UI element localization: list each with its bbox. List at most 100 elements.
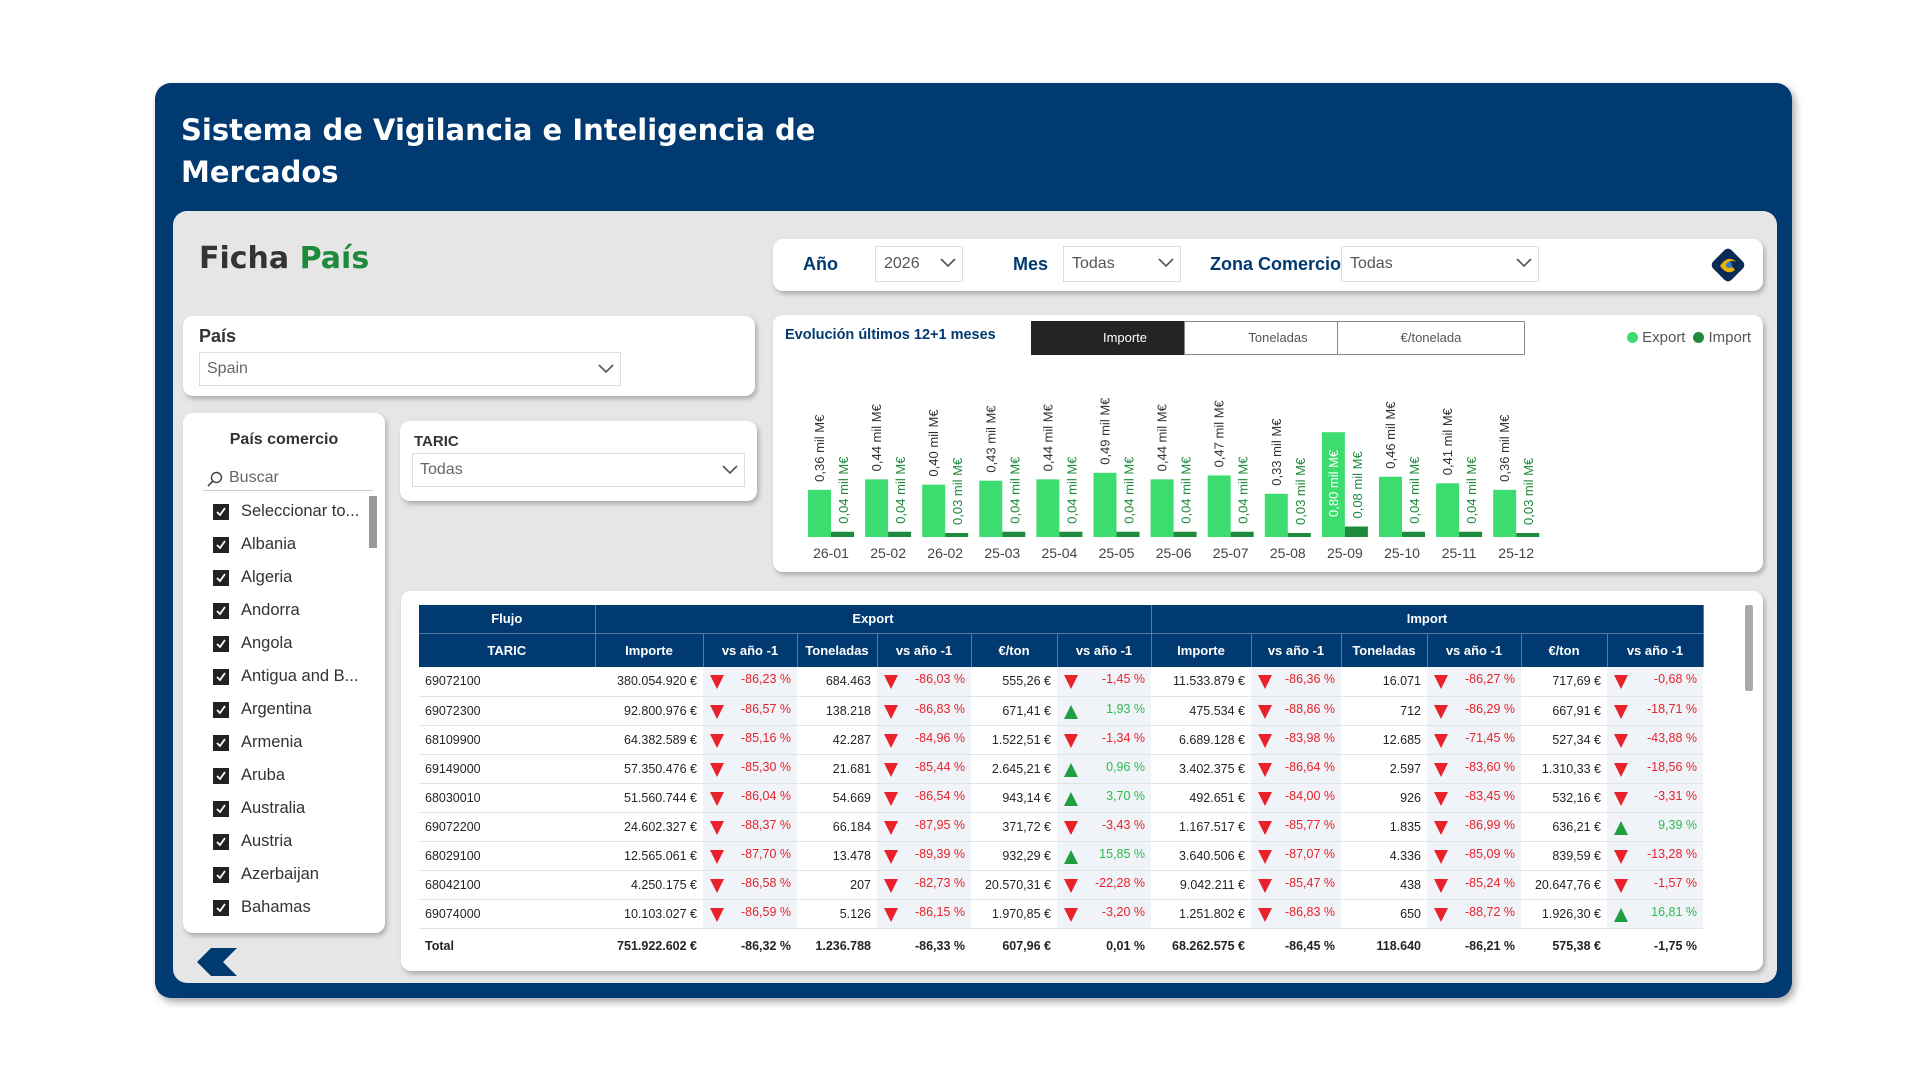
- arrow-down-icon: [710, 704, 724, 719]
- bar-import[interactable]: [1344, 526, 1368, 537]
- bar-import[interactable]: [1402, 531, 1425, 537]
- checkbox-checked-icon[interactable]: [213, 767, 229, 784]
- list-item[interactable]: Albania: [213, 528, 371, 561]
- checkbox-checked-icon[interactable]: [213, 668, 229, 685]
- arrow-down-icon: [1434, 762, 1448, 777]
- column-header[interactable]: vs año -1: [1057, 632, 1152, 667]
- bar-export[interactable]: [1321, 432, 1345, 537]
- bar-import[interactable]: [1516, 533, 1540, 537]
- column-header[interactable]: Toneladas: [1341, 632, 1428, 667]
- list-item[interactable]: Austria: [213, 825, 371, 858]
- checkbox-checked-icon[interactable]: [213, 635, 229, 652]
- zona-select[interactable]: Todas: [1341, 246, 1539, 282]
- list-item[interactable]: Angola: [213, 627, 371, 660]
- pais-dropdown[interactable]: Spain: [199, 352, 621, 386]
- table-row[interactable]: 69074000 10.103.027 € -86,59 % 5.126 -86,15 …: [419, 899, 1703, 929]
- list-item[interactable]: Armenia: [213, 726, 371, 759]
- list-item[interactable]: Azerbaijan: [213, 858, 371, 891]
- back-arrow-icon[interactable]: [195, 947, 239, 982]
- column-header[interactable]: €/ton: [1521, 632, 1608, 667]
- bar-export[interactable]: [1379, 476, 1402, 537]
- bar-import[interactable]: [1116, 531, 1140, 537]
- bar-import[interactable]: [888, 531, 912, 537]
- mes-select[interactable]: Todas: [1063, 246, 1181, 282]
- column-header[interactable]: vs año -1: [1607, 632, 1704, 667]
- bar-import[interactable]: [1002, 531, 1026, 537]
- checkbox-checked-icon[interactable]: [213, 701, 229, 718]
- checkbox-checked-icon[interactable]: [213, 734, 229, 751]
- table-row[interactable]: 68042100 4.250.175 € -86,58 % 207 -82,73 % 20…: [419, 870, 1703, 900]
- bar-import[interactable]: [1287, 533, 1311, 537]
- bar-import[interactable]: [1459, 531, 1483, 537]
- bar-export[interactable]: [1436, 483, 1460, 537]
- checkbox-checked-icon[interactable]: [213, 602, 229, 619]
- anio-select[interactable]: 2026: [875, 246, 963, 282]
- table-row[interactable]: 69072100 380.054.920 € -86,23 % 684.463 -86,…: [419, 667, 1703, 697]
- checkbox-checked-icon[interactable]: [213, 899, 229, 916]
- arrow-down-icon: [1258, 907, 1272, 922]
- checkbox-checked-icon[interactable]: [213, 569, 229, 586]
- column-header[interactable]: Toneladas: [797, 632, 878, 667]
- table-row[interactable]: 68029100 12.565.061 € -87,70 % 13.478 -89,39…: [419, 841, 1703, 871]
- bar-export[interactable]: [1036, 479, 1060, 537]
- bar-export[interactable]: [865, 479, 889, 537]
- table-cell: 650: [1341, 899, 1427, 929]
- bar-import[interactable]: [1059, 531, 1083, 537]
- bar-export[interactable]: [1150, 479, 1174, 537]
- table-cell: -86,64 %: [1251, 754, 1341, 784]
- table-row[interactable]: 69149000 57.350.476 € -85,30 % 21.681 -85,44…: [419, 754, 1703, 784]
- column-header[interactable]: vs año -1: [1251, 632, 1342, 667]
- table-cell: -87,70 %: [703, 841, 797, 871]
- table-cell: -18,56 %: [1607, 754, 1703, 784]
- column-header[interactable]: €/ton: [971, 632, 1058, 667]
- column-header[interactable]: vs año -1: [703, 632, 798, 667]
- checkbox-checked-icon[interactable]: [213, 503, 229, 520]
- x-tick-label: 25-11: [1442, 545, 1477, 561]
- list-item[interactable]: Bahamas: [213, 891, 371, 924]
- pct-value: -83,45 %: [1464, 788, 1515, 803]
- checkbox-checked-icon[interactable]: [213, 536, 229, 553]
- bar-export[interactable]: [1493, 489, 1517, 537]
- bar-export[interactable]: [1264, 493, 1288, 537]
- list-item[interactable]: Andorra: [213, 594, 371, 627]
- bar-import[interactable]: [945, 533, 969, 537]
- list-item[interactable]: Seleccionar to...: [213, 495, 371, 528]
- bar-export[interactable]: [979, 480, 1003, 537]
- table-cell: 1.835: [1341, 812, 1427, 842]
- table-cell: -85,44 %: [877, 754, 971, 784]
- list-item[interactable]: Antigua and B...: [213, 660, 371, 693]
- pais-comercio-list: Seleccionar to... Albania Algeria Andorra An…: [213, 495, 371, 924]
- checkbox-checked-icon[interactable]: [213, 833, 229, 850]
- column-header[interactable]: vs año -1: [1427, 632, 1522, 667]
- list-item[interactable]: Argentina: [213, 693, 371, 726]
- tab-euro-tonelada[interactable]: €/tonelada: [1337, 321, 1525, 355]
- bar-export[interactable]: [922, 484, 946, 537]
- table-row[interactable]: 69072200 24.602.327 € -88,37 % 66.184 -87,95…: [419, 812, 1703, 842]
- checkbox-checked-icon[interactable]: [213, 866, 229, 883]
- list-item[interactable]: Aruba: [213, 759, 371, 792]
- x-tick-label: 25-02: [870, 545, 906, 561]
- bar-import[interactable]: [1230, 531, 1254, 537]
- column-header[interactable]: Importe: [595, 632, 704, 667]
- table-row[interactable]: 68109900 64.382.589 € -85,16 % 42.287 -84,96…: [419, 725, 1703, 755]
- bar-import[interactable]: [1173, 531, 1197, 537]
- column-header[interactable]: TARIC: [419, 632, 596, 667]
- list-item[interactable]: Australia: [213, 792, 371, 825]
- total-cell: Total: [425, 939, 454, 954]
- table-cell: -86,99 %: [1427, 812, 1521, 842]
- taric-dropdown[interactable]: Todas: [412, 453, 745, 487]
- column-header[interactable]: Importe: [1151, 632, 1252, 667]
- pct-value: 16,81 %: [1651, 904, 1697, 919]
- bar-export[interactable]: [1207, 475, 1231, 537]
- table-scrollbar[interactable]: [1745, 605, 1753, 691]
- bar-export[interactable]: [808, 489, 831, 537]
- search-input[interactable]: Buscar: [203, 465, 373, 491]
- bar-import[interactable]: [831, 531, 854, 537]
- list-scrollbar[interactable]: [369, 496, 377, 548]
- list-item[interactable]: Algeria: [213, 561, 371, 594]
- checkbox-checked-icon[interactable]: [213, 800, 229, 817]
- table-row[interactable]: 68030010 51.560.744 € -86,04 % 54.669 -86,54…: [419, 783, 1703, 813]
- bar-export[interactable]: [1093, 472, 1117, 537]
- table-row[interactable]: 69072300 92.800.976 € -86,57 % 138.218 -86,8…: [419, 696, 1703, 726]
- column-header[interactable]: vs año -1: [877, 632, 972, 667]
